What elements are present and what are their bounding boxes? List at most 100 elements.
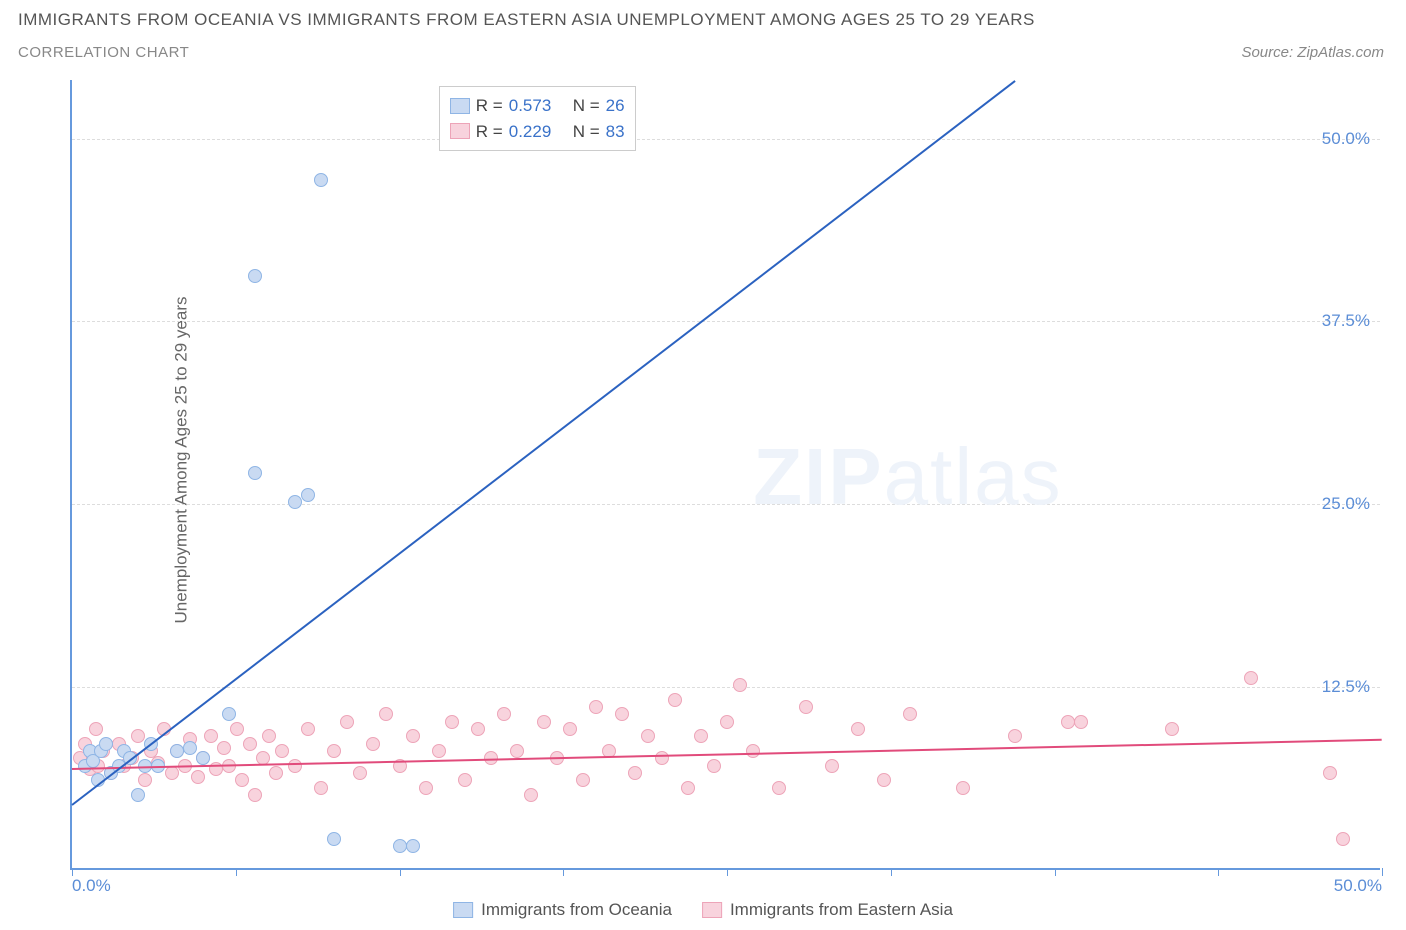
scatter-point-eastern-asia — [89, 722, 103, 736]
scatter-point-eastern-asia — [1323, 766, 1337, 780]
x-tick-mark — [727, 868, 728, 876]
legend-swatch-icon — [450, 123, 470, 139]
scatter-point-eastern-asia — [1061, 715, 1075, 729]
scatter-point-eastern-asia — [799, 700, 813, 714]
source-attribution: Source: ZipAtlas.com — [1241, 44, 1384, 61]
scatter-point-oceania — [99, 737, 113, 751]
scatter-point-eastern-asia — [288, 759, 302, 773]
legend-row-oceania: R =0.573 N =26 — [450, 93, 625, 119]
legend-swatch-icon — [450, 98, 470, 114]
x-tick-mark — [563, 868, 564, 876]
scatter-point-eastern-asia — [209, 762, 223, 776]
scatter-point-eastern-asia — [217, 741, 231, 755]
scatter-point-eastern-asia — [563, 722, 577, 736]
scatter-point-eastern-asia — [301, 722, 315, 736]
scatter-point-eastern-asia — [458, 773, 472, 787]
scatter-point-eastern-asia — [445, 715, 459, 729]
scatter-point-eastern-asia — [204, 729, 218, 743]
scatter-point-eastern-asia — [138, 773, 152, 787]
scatter-point-oceania — [393, 839, 407, 853]
scatter-point-eastern-asia — [406, 729, 420, 743]
trend-line-oceania — [71, 80, 1015, 806]
scatter-point-eastern-asia — [681, 781, 695, 795]
x-tick-label: 50.0% — [1334, 876, 1382, 896]
scatter-point-eastern-asia — [628, 766, 642, 780]
y-tick-label: 37.5% — [1322, 311, 1370, 331]
scatter-point-oceania — [183, 741, 197, 755]
legend-n-label: N = — [573, 93, 600, 119]
scatter-point-oceania — [314, 173, 328, 187]
scatter-point-eastern-asia — [248, 788, 262, 802]
scatter-point-eastern-asia — [668, 693, 682, 707]
gridline — [72, 504, 1380, 505]
scatter-point-eastern-asia — [537, 715, 551, 729]
scatter-point-eastern-asia — [1074, 715, 1088, 729]
scatter-point-eastern-asia — [655, 751, 669, 765]
scatter-point-eastern-asia — [191, 770, 205, 784]
scatter-point-eastern-asia — [576, 773, 590, 787]
legend-n-value: 26 — [606, 93, 625, 119]
watermark: ZIPatlas — [753, 431, 1062, 523]
scatter-point-eastern-asia — [1008, 729, 1022, 743]
scatter-point-eastern-asia — [707, 759, 721, 773]
scatter-point-eastern-asia — [825, 759, 839, 773]
chart-title: IMMIGRANTS FROM OCEANIA VS IMMIGRANTS FR… — [18, 10, 1035, 30]
scatter-point-eastern-asia — [720, 715, 734, 729]
scatter-point-eastern-asia — [471, 722, 485, 736]
scatter-point-eastern-asia — [733, 678, 747, 692]
scatter-point-eastern-asia — [956, 781, 970, 795]
scatter-point-eastern-asia — [641, 729, 655, 743]
scatter-point-oceania — [248, 466, 262, 480]
gridline — [72, 687, 1380, 688]
plot-area: 12.5%25.0%37.5%50.0%0.0%50.0%ZIPatlasR =… — [70, 80, 1380, 870]
legend-swatch-oceania — [453, 902, 473, 918]
x-tick-mark — [1055, 868, 1056, 876]
scatter-point-eastern-asia — [131, 729, 145, 743]
scatter-point-eastern-asia — [275, 744, 289, 758]
chart-subtitle: CORRELATION CHART — [18, 44, 189, 61]
y-tick-label: 50.0% — [1322, 129, 1370, 149]
legend-row-eastern-asia: R =0.229 N =83 — [450, 119, 625, 145]
legend-label-eastern-asia: Immigrants from Eastern Asia — [730, 900, 953, 920]
scatter-point-eastern-asia — [524, 788, 538, 802]
scatter-point-oceania — [222, 707, 236, 721]
y-tick-label: 12.5% — [1322, 677, 1370, 697]
scatter-point-eastern-asia — [262, 729, 276, 743]
scatter-point-eastern-asia — [314, 781, 328, 795]
correlation-legend: R =0.573 N =26R =0.229 N =83 — [439, 86, 636, 151]
x-tick-mark — [236, 868, 237, 876]
scatter-point-oceania — [288, 495, 302, 509]
x-tick-mark — [891, 868, 892, 876]
scatter-point-eastern-asia — [340, 715, 354, 729]
scatter-point-eastern-asia — [877, 773, 891, 787]
legend-n-value: 83 — [606, 119, 625, 145]
legend-item-eastern-asia: Immigrants from Eastern Asia — [702, 900, 953, 920]
scatter-point-eastern-asia — [235, 773, 249, 787]
scatter-point-eastern-asia — [165, 766, 179, 780]
scatter-point-eastern-asia — [510, 744, 524, 758]
scatter-point-eastern-asia — [379, 707, 393, 721]
scatter-point-eastern-asia — [1165, 722, 1179, 736]
scatter-point-eastern-asia — [772, 781, 786, 795]
gridline — [72, 321, 1380, 322]
scatter-point-eastern-asia — [1244, 671, 1258, 685]
legend-r-value: 0.229 — [509, 119, 552, 145]
x-tick-mark — [72, 868, 73, 876]
scatter-point-eastern-asia — [230, 722, 244, 736]
gridline — [72, 139, 1380, 140]
x-tick-mark — [1382, 868, 1383, 876]
scatter-point-eastern-asia — [353, 766, 367, 780]
scatter-point-eastern-asia — [694, 729, 708, 743]
x-tick-label: 0.0% — [72, 876, 111, 896]
scatter-point-eastern-asia — [269, 766, 283, 780]
scatter-point-oceania — [327, 832, 341, 846]
scatter-point-eastern-asia — [903, 707, 917, 721]
scatter-point-eastern-asia — [851, 722, 865, 736]
legend-item-oceania: Immigrants from Oceania — [453, 900, 672, 920]
scatter-point-eastern-asia — [419, 781, 433, 795]
scatter-point-oceania — [248, 269, 262, 283]
scatter-point-eastern-asia — [589, 700, 603, 714]
scatter-point-eastern-asia — [366, 737, 380, 751]
scatter-point-eastern-asia — [497, 707, 511, 721]
legend-n-label: N = — [573, 119, 600, 145]
